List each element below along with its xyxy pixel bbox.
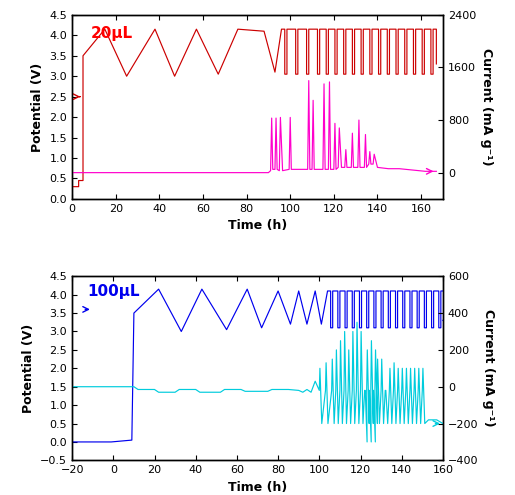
Y-axis label: Current (mA g⁻¹): Current (mA g⁻¹) — [482, 309, 495, 427]
Y-axis label: Potential (V): Potential (V) — [22, 324, 35, 413]
Text: 100μL: 100μL — [87, 284, 140, 298]
Text: 20μL: 20μL — [91, 26, 133, 41]
Y-axis label: Potential (V): Potential (V) — [31, 62, 44, 151]
X-axis label: Time (h): Time (h) — [228, 219, 287, 232]
X-axis label: Time (h): Time (h) — [228, 481, 287, 494]
Y-axis label: Current (mA g⁻¹): Current (mA g⁻¹) — [479, 48, 493, 166]
